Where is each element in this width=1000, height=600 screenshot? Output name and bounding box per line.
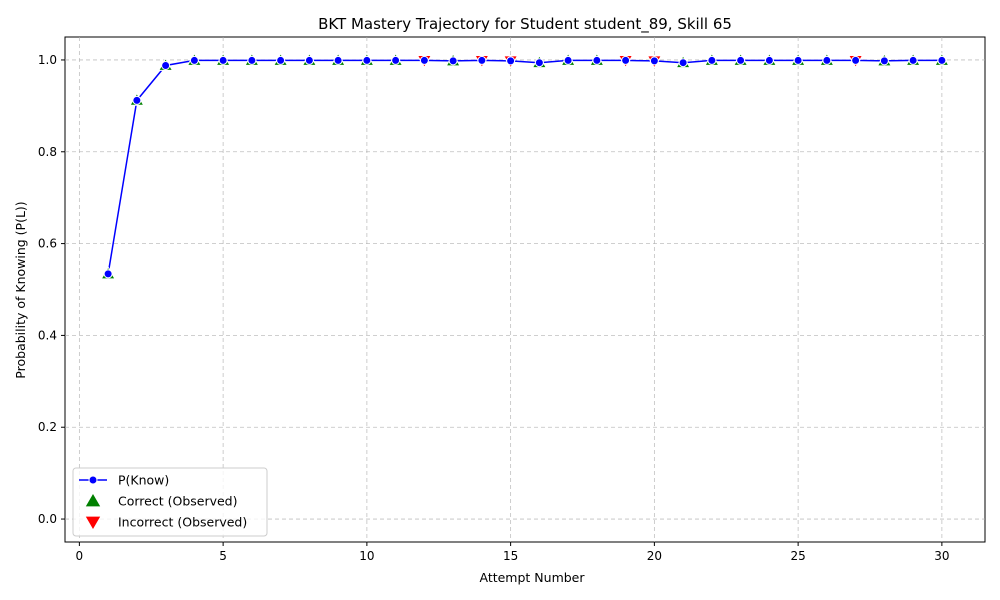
x-tick-label: 25 — [790, 549, 805, 563]
x-tick-label: 10 — [359, 549, 374, 563]
observation-markers — [100, 52, 950, 280]
y-tick-label: 0.8 — [38, 145, 57, 159]
pknow-point — [678, 58, 688, 68]
y-tick-label: 0.2 — [38, 420, 57, 434]
pknow-point — [161, 60, 171, 70]
y-tick-label: 0.4 — [38, 328, 57, 342]
pknow-point — [247, 55, 257, 65]
pknow-point — [276, 55, 286, 65]
y-tick-label: 0.6 — [38, 237, 57, 251]
pknow-point — [736, 55, 746, 65]
pknow-point — [218, 55, 228, 65]
plot-border — [64, 36, 986, 543]
pknow-point — [908, 55, 918, 65]
legend-label-incorrect: Incorrect (Observed) — [118, 515, 247, 530]
legend-incorrect-swatch — [84, 515, 102, 532]
pknow-line — [107, 59, 942, 275]
pknow-point — [506, 56, 516, 66]
x-axis-label: Attempt Number — [479, 570, 585, 585]
y-tick-label: 1.0 — [38, 53, 57, 67]
grid-lines — [65, 37, 985, 542]
legend-label-pknow: P(Know) — [118, 473, 169, 488]
pknow-point — [333, 55, 343, 65]
pknow-point — [189, 55, 199, 65]
pknow-point — [304, 55, 314, 65]
pknow-point — [793, 55, 803, 65]
pknow-point — [477, 55, 487, 65]
legend: P(Know) Correct (Observed) Incorrect (Obse… — [72, 467, 268, 537]
pknow-point — [534, 58, 544, 68]
pknow-series — [107, 59, 942, 275]
chart-title: BKT Mastery Trajectory for Student stude… — [318, 15, 732, 34]
y-tick-label: 0.0 — [38, 512, 57, 526]
pknow-point — [707, 55, 717, 65]
legend-point-swatch — [88, 475, 98, 485]
pknow-point — [822, 55, 832, 65]
x-tick-label: 20 — [647, 549, 662, 563]
x-tick-label: 0 — [76, 549, 84, 563]
legend-label-correct: Correct (Observed) — [118, 494, 238, 509]
legend-box — [72, 467, 268, 537]
pknow-point — [448, 56, 458, 66]
x-axis-ticks: 0 5 10 15 20 25 30 — [76, 542, 950, 563]
x-tick-label: 5 — [219, 549, 227, 563]
pknow-point — [764, 55, 774, 65]
x-tick-label: 30 — [934, 549, 949, 563]
pknow-point — [419, 55, 429, 65]
pknow-point — [937, 55, 947, 65]
pknow-point — [391, 55, 401, 65]
pknow-point — [103, 269, 113, 279]
pknow-point — [649, 56, 659, 66]
pknow-point — [621, 55, 631, 65]
y-axis-ticks: 0.0 0.2 0.4 0.6 0.8 1.0 — [38, 53, 65, 526]
pknow-point — [851, 55, 861, 65]
pknow-point — [592, 55, 602, 65]
pknow-point — [879, 56, 889, 66]
x-tick-label: 15 — [503, 549, 518, 563]
pknow-points — [103, 55, 947, 279]
pknow-point — [132, 95, 142, 105]
plot-area — [64, 36, 986, 543]
y-axis-label: Probability of Knowing (P(L)) — [13, 201, 28, 378]
pknow-point — [362, 55, 372, 65]
pknow-point — [563, 55, 573, 65]
legend-correct-swatch — [84, 491, 102, 508]
